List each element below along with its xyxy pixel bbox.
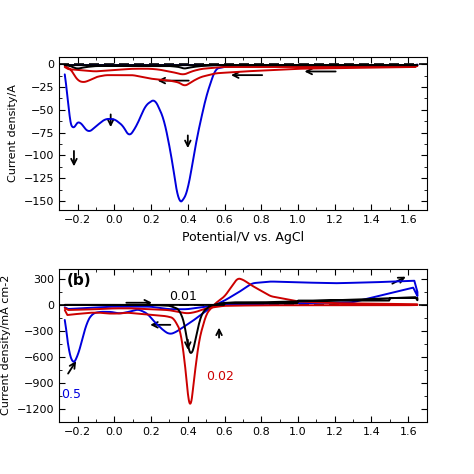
Y-axis label: Current density/mA cm-2: Current density/mA cm-2 (1, 275, 11, 415)
X-axis label: Potential/V vs. AgCl: Potential/V vs. AgCl (182, 231, 304, 244)
Text: 0.5: 0.5 (61, 389, 81, 401)
Y-axis label: Current density/A: Current density/A (9, 85, 18, 182)
Text: 0.01: 0.01 (169, 290, 197, 303)
Text: 0.02: 0.02 (206, 370, 234, 383)
Text: (b): (b) (66, 273, 91, 288)
